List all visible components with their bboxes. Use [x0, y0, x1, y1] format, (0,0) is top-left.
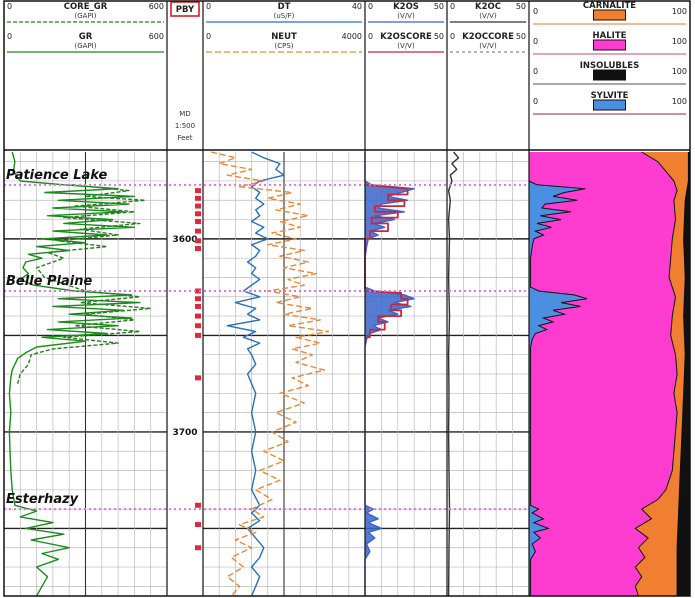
curve-neut — [210, 151, 330, 597]
curve-core_gr — [16, 184, 152, 384]
formation-label: Belle Plaine — [6, 274, 92, 289]
mineral-legend-name: SYLVITE — [591, 91, 629, 101]
scale-min: 0 — [7, 2, 12, 11]
halite-boundary-line — [634, 151, 678, 597]
core-sample-flag — [195, 296, 201, 302]
mineral-legend-swatch — [593, 39, 626, 51]
depth-title-line: MD — [179, 110, 190, 118]
scale-max: 50 — [434, 32, 444, 41]
core-sample-flag — [195, 203, 201, 209]
outer-frame — [3, 0, 691, 597]
mineral-legend-swatch — [593, 69, 626, 81]
scale-max: 100 — [672, 37, 687, 46]
curve-unit: (V/V) — [397, 42, 415, 50]
scale-max: 50 — [516, 32, 526, 41]
curve-k2oscore — [364, 183, 409, 339]
curve-fill-k2os — [365, 152, 415, 596]
formation-label: Esterhazy — [6, 492, 79, 507]
mineral-legend-name: INSOLUBLES — [580, 61, 639, 71]
scale-min: 0 — [450, 32, 455, 41]
curve-unit: (GAPI) — [75, 12, 97, 20]
core-sample-flag — [195, 211, 201, 217]
mineral-legend-name: CARNALITE — [583, 1, 636, 11]
scale-max: 40 — [352, 2, 362, 11]
core-sample-flag — [195, 522, 201, 528]
scale-min: 0 — [450, 2, 455, 11]
depth-badge-box — [170, 1, 200, 17]
core-sample-flag — [195, 332, 201, 338]
core-sample-flag — [195, 545, 201, 551]
core-sample-flag — [195, 375, 201, 381]
core-sample-flag — [195, 188, 201, 194]
curve-mnemonic-neut: NEUT — [271, 32, 297, 42]
curve-mnemonic-gr: GR — [79, 32, 93, 42]
scale-min: 0 — [533, 67, 538, 76]
depth-tick-label: 3600 — [172, 235, 197, 245]
curve-dt — [226, 151, 285, 597]
curve-mnemonic-dt: DT — [278, 2, 291, 12]
mineral-legend-swatch — [593, 9, 626, 21]
scale-min: 0 — [206, 32, 211, 41]
curve-unit: (CPS) — [274, 42, 293, 50]
depth-badge: PBY — [176, 5, 195, 15]
scale-min: 0 — [533, 97, 538, 106]
core-sample-flag — [195, 303, 201, 309]
core-sample-flag — [195, 323, 201, 329]
scale-max: 100 — [672, 67, 687, 76]
curve-unit: (V/V) — [479, 12, 497, 20]
core-sample-flag — [195, 246, 201, 252]
scale-max: 600 — [149, 32, 164, 41]
curve-mnemonic-k2oc: K2OC — [475, 2, 501, 12]
core-sample-flag — [195, 313, 201, 319]
curve-unit: (V/V) — [397, 12, 415, 20]
core-sample-flag — [195, 218, 201, 224]
core-sample-flag — [195, 228, 201, 234]
curve-unit: (V/V) — [479, 42, 497, 50]
formation-label: Patience Lake — [6, 168, 107, 183]
mineral-legend-swatch — [593, 99, 626, 111]
fill-layer — [365, 152, 690, 596]
core-sample-flag — [195, 288, 201, 294]
curve-mnemonic-core_gr: CORE_GR — [64, 2, 108, 12]
curve-gr — [8, 151, 141, 597]
curve-unit: (uS/F) — [274, 12, 295, 20]
scale-min: 0 — [533, 37, 538, 46]
scale-max: 100 — [672, 97, 687, 106]
scale-max: 4000 — [342, 32, 362, 41]
curve-k2oc — [447, 151, 460, 597]
scale-min: 0 — [368, 32, 373, 41]
scale-max: 50 — [434, 2, 444, 11]
depth-title-line: Feet — [177, 134, 192, 142]
frame-layer — [3, 0, 691, 597]
scale-min: 0 — [368, 2, 373, 11]
sylvite-fill — [529, 152, 587, 596]
curve-mnemonic-k2os: K2OS — [393, 2, 419, 12]
carnallite-boundary-line — [676, 152, 689, 596]
sylvite-boundary-line — [528, 152, 588, 596]
core-sample-flag — [195, 502, 201, 508]
scale-min: 0 — [206, 2, 211, 11]
scale-max: 600 — [149, 2, 164, 11]
halite-fill — [529, 152, 678, 596]
formation-layer: 3600 3700 Patience Lake Belle Plaine Esterha… — [4, 168, 529, 551]
depth-tick-label: 3700 — [172, 428, 197, 438]
scale-min: 0 — [533, 7, 538, 16]
curve-unit: (GAPI) — [75, 42, 97, 50]
scale-max: 100 — [672, 7, 687, 16]
depth-title-line: 1:500 — [175, 122, 195, 130]
curve-mnemonic-k2occore: K2OCCORE — [462, 32, 514, 42]
core-sample-flag — [195, 195, 201, 201]
mineral-legend-name: HALITE — [593, 31, 627, 41]
scale-max: 50 — [516, 2, 526, 11]
carnallite-fill — [635, 152, 689, 596]
scale-min: 0 — [7, 32, 12, 41]
curve-mnemonic-k2oscore: K2OSCORE — [380, 32, 432, 42]
curve-layer — [8, 151, 689, 597]
core-sample-flag — [195, 238, 201, 244]
